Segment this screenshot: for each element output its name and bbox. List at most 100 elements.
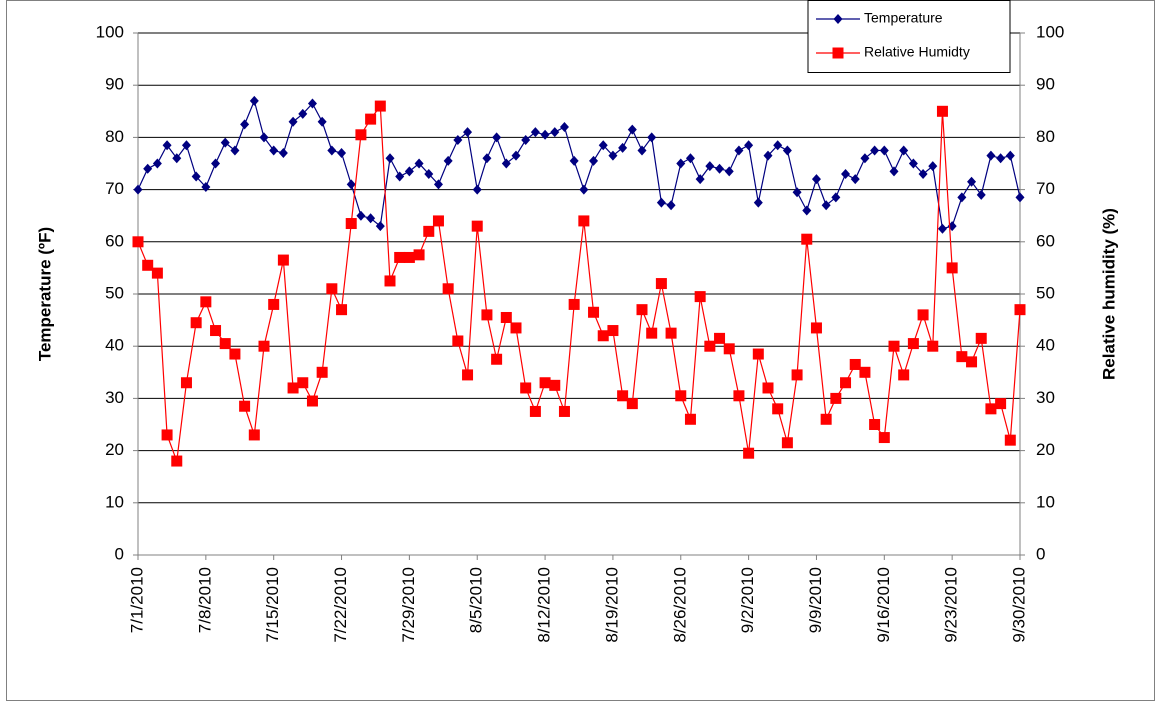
- data-point: [443, 155, 453, 166]
- y2-tick-label: 100: [1036, 22, 1064, 41]
- data-point: [269, 145, 279, 156]
- data-point: [210, 325, 222, 337]
- data-point: [317, 116, 327, 127]
- data-point: [956, 351, 968, 363]
- data-point: [558, 405, 570, 417]
- data-point: [840, 377, 852, 389]
- data-point: [151, 267, 163, 279]
- data-point: [647, 132, 657, 143]
- data-point: [618, 142, 628, 153]
- data-point: [152, 158, 162, 169]
- legend-box: [807, 0, 1011, 73]
- data-point: [549, 379, 561, 391]
- data-point: [936, 105, 948, 117]
- y2-tick-label: 10: [1036, 492, 1055, 511]
- data-point: [259, 132, 269, 143]
- data-point: [791, 369, 803, 381]
- data-point: [607, 325, 619, 337]
- data-point: [366, 213, 376, 224]
- data-point: [626, 398, 638, 410]
- data-point: [569, 155, 579, 166]
- data-point: [277, 254, 289, 266]
- data-point: [172, 153, 182, 164]
- data-point: [171, 455, 183, 467]
- legend-marker: [833, 14, 843, 24]
- data-point: [142, 259, 154, 271]
- y2-tick-label: 90: [1036, 75, 1055, 94]
- data-point: [297, 377, 309, 389]
- x-tick-label: 9/2/2010: [738, 567, 757, 633]
- data-point: [404, 166, 414, 177]
- data-point: [511, 150, 521, 161]
- x-tick-label: 7/1/2010: [127, 567, 146, 633]
- data-point: [695, 174, 705, 185]
- data-point: [316, 366, 328, 378]
- data-point: [471, 220, 483, 232]
- data-point: [472, 184, 482, 195]
- data-point: [821, 200, 831, 211]
- data-point: [733, 390, 745, 402]
- data-point: [385, 153, 395, 164]
- data-point: [201, 181, 211, 192]
- data-point: [327, 145, 337, 156]
- data-point: [240, 119, 250, 130]
- data-point: [608, 150, 618, 161]
- y-tick-label: 10: [105, 492, 124, 511]
- data-point: [908, 158, 918, 169]
- data-point: [850, 174, 860, 185]
- data-point: [781, 437, 793, 449]
- data-point: [403, 251, 415, 263]
- x-tick-label: 7/29/2010: [399, 567, 418, 643]
- data-point: [326, 283, 338, 295]
- data-point: [666, 200, 676, 211]
- data-point: [248, 429, 260, 441]
- y2-tick-label: 20: [1036, 440, 1055, 459]
- data-point: [694, 291, 706, 303]
- data-point: [773, 140, 783, 151]
- data-point: [1005, 150, 1015, 161]
- legend-label: Relative Humidty: [864, 44, 970, 60]
- data-point: [191, 171, 201, 182]
- data-point: [849, 358, 861, 370]
- data-point: [181, 140, 191, 151]
- data-point: [161, 429, 173, 441]
- data-point: [637, 145, 647, 156]
- data-point: [636, 304, 648, 316]
- data-point: [492, 132, 502, 143]
- data-point: [753, 197, 763, 208]
- data-point: [433, 179, 443, 190]
- data-point: [597, 330, 609, 342]
- data-point: [646, 327, 658, 339]
- data-point: [133, 184, 143, 195]
- data-point: [879, 145, 889, 156]
- data-point: [870, 145, 880, 156]
- data-point: [249, 95, 259, 106]
- data-point: [715, 163, 725, 174]
- y2-tick-label: 40: [1036, 336, 1055, 355]
- data-point: [375, 221, 385, 232]
- data-point: [190, 317, 202, 329]
- data-point: [1015, 192, 1025, 203]
- data-point: [143, 163, 153, 174]
- data-point: [928, 161, 938, 172]
- data-point: [230, 145, 240, 156]
- series-line: [137, 104, 1021, 462]
- data-point: [675, 390, 687, 402]
- y-tick-label: 90: [105, 75, 124, 94]
- data-point: [452, 335, 464, 347]
- y-axis-title: Temperature (ºF): [35, 227, 54, 361]
- data-point: [869, 419, 881, 430]
- data-point: [744, 140, 754, 151]
- y-tick-label: 100: [96, 22, 124, 41]
- data-point: [752, 348, 764, 360]
- y-tick-label: 20: [105, 440, 124, 459]
- data-point: [520, 382, 532, 394]
- data-point: [529, 405, 541, 417]
- data-point: [345, 218, 357, 230]
- y2-tick-label: 70: [1036, 179, 1055, 198]
- data-point: [927, 340, 939, 352]
- data-point: [967, 176, 977, 187]
- data-point: [627, 124, 637, 135]
- data-point: [802, 205, 812, 216]
- data-point: [617, 390, 629, 402]
